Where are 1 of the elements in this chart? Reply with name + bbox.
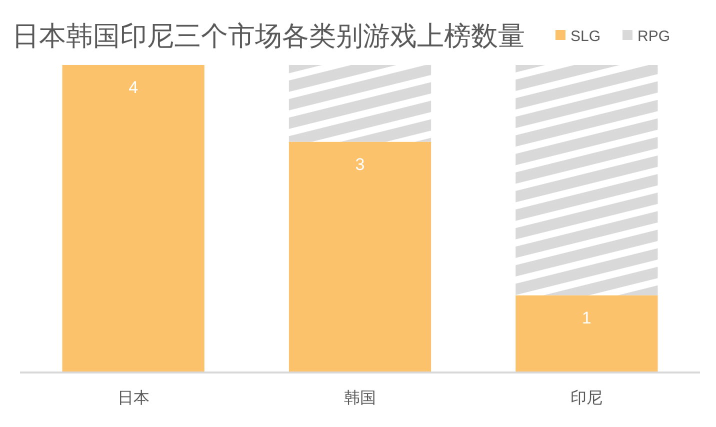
title: 日本韩国印尼三个市场各类别游戏上榜数量 bbox=[12, 21, 525, 51]
